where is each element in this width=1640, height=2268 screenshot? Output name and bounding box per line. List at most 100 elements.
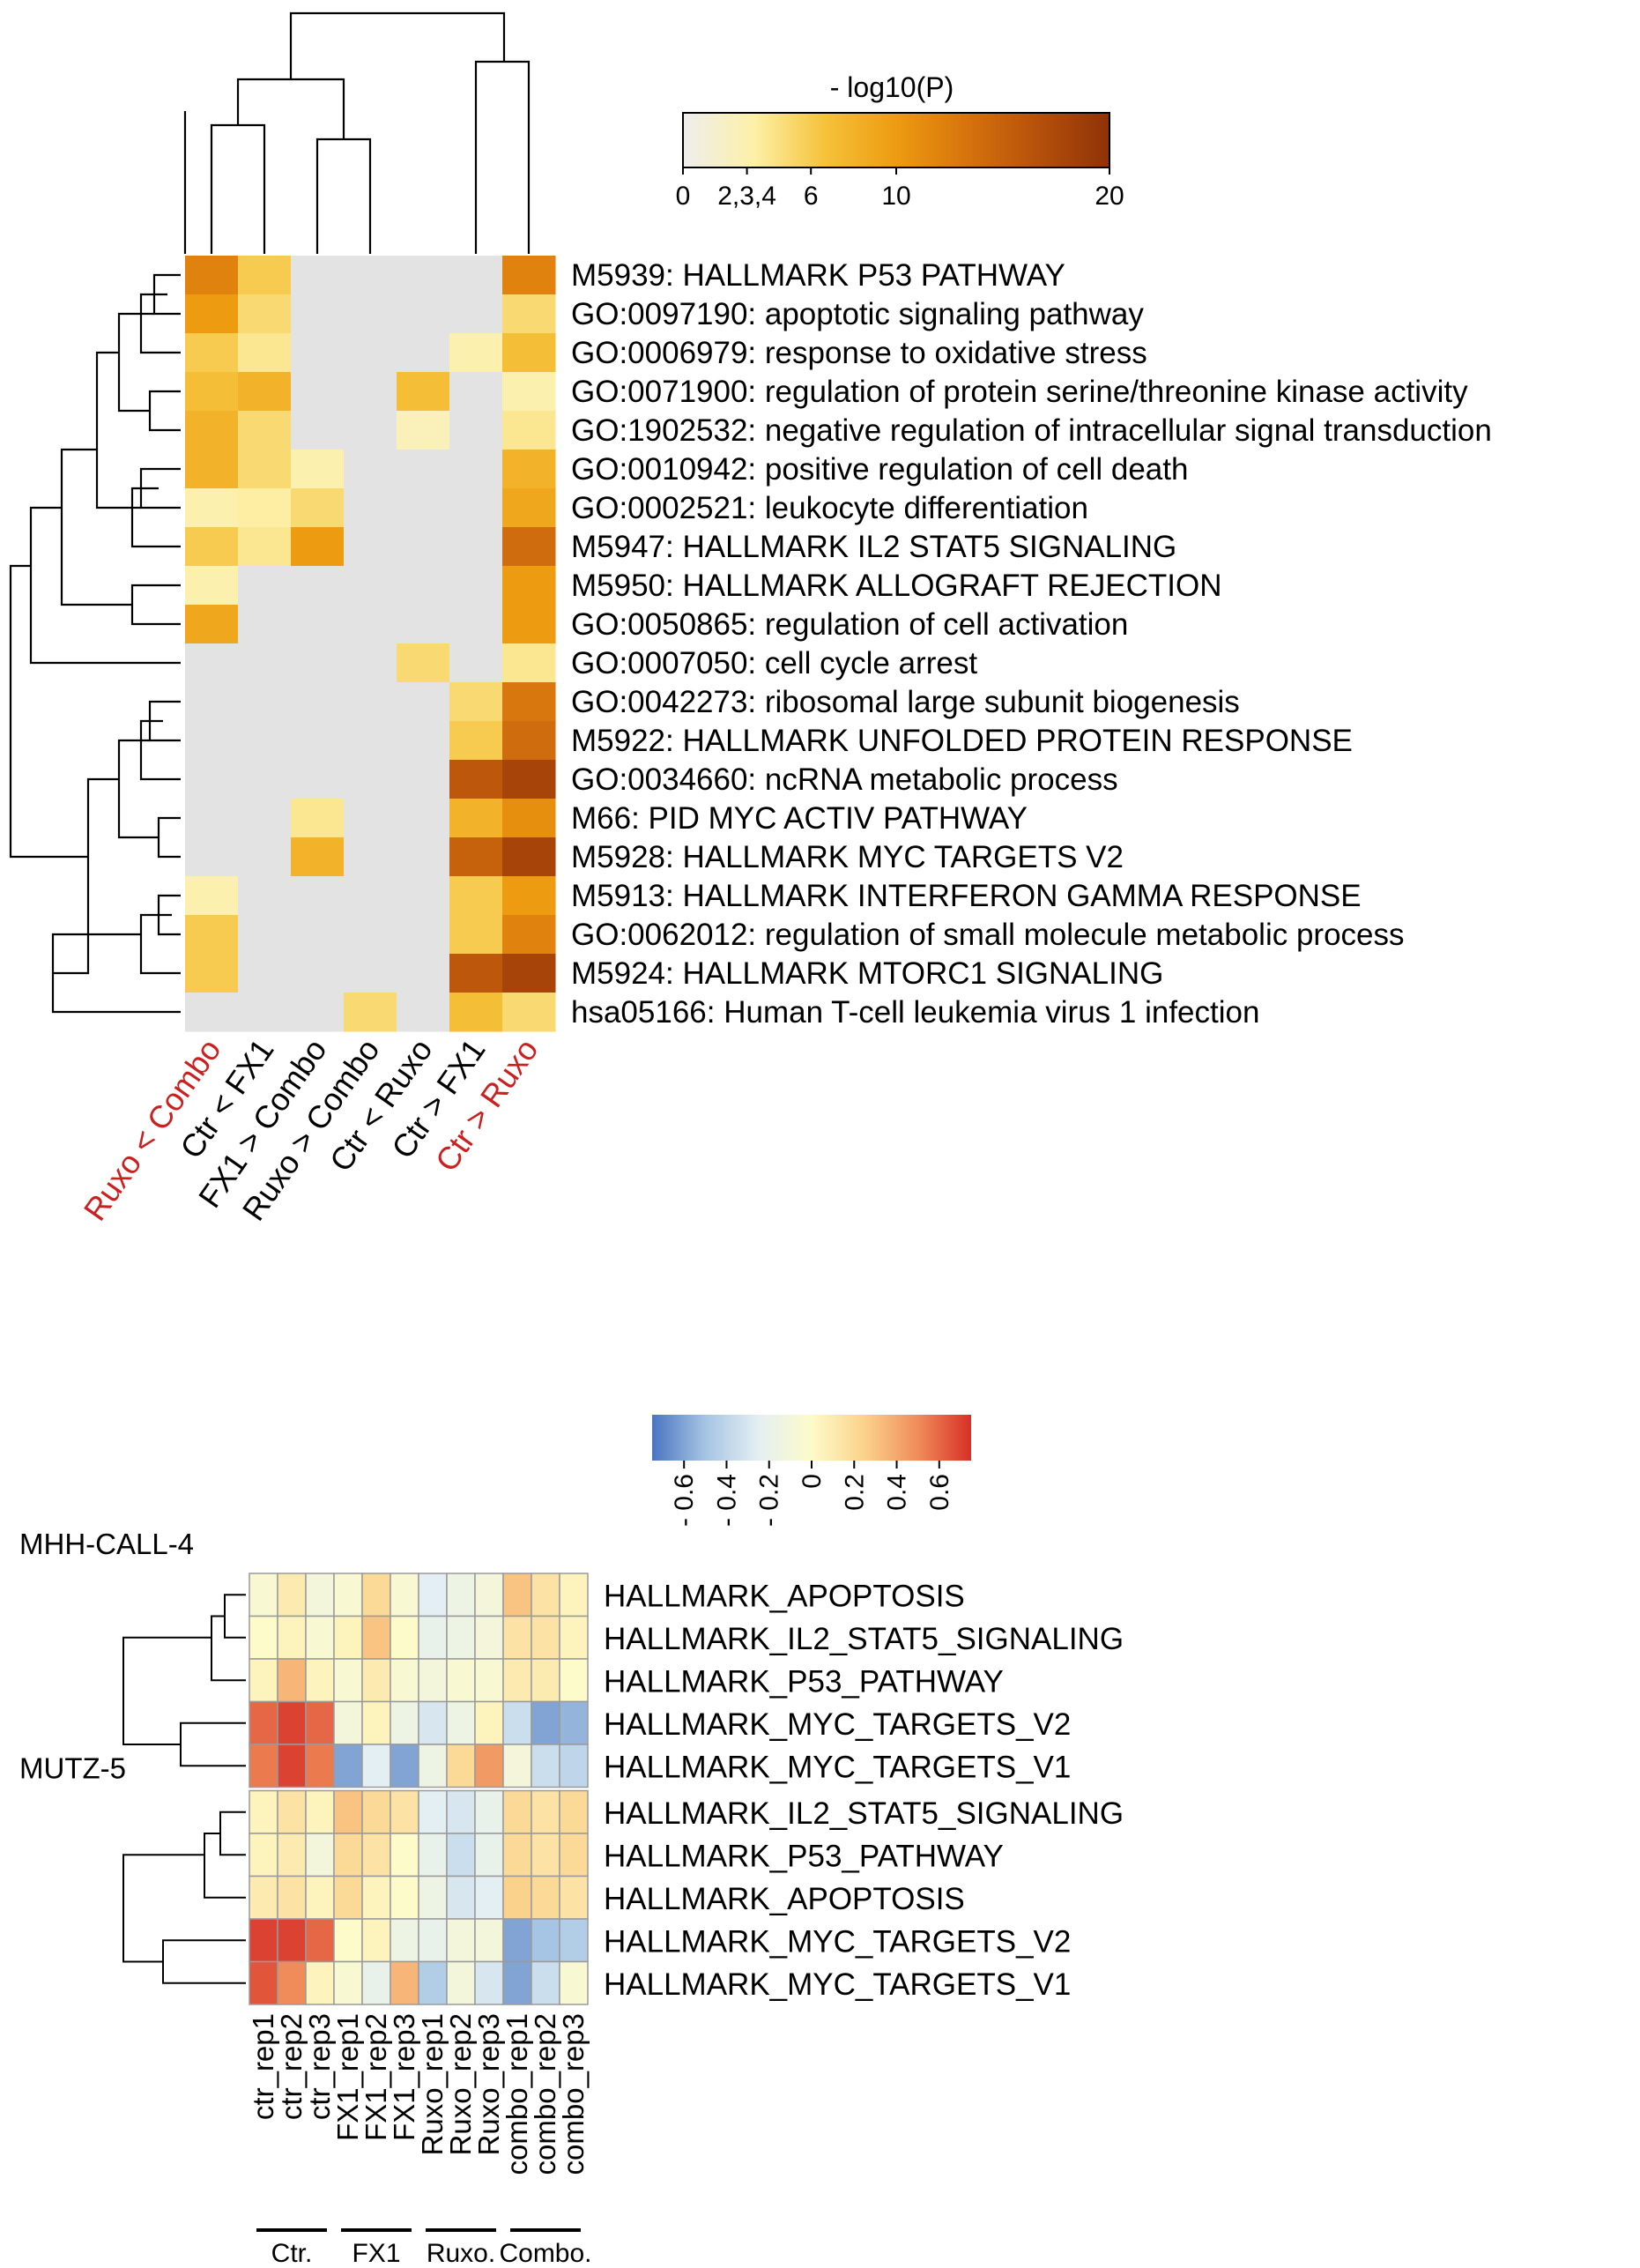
heatmap-cell [185,566,239,606]
pathway-label: M5913: HALLMARK INTERFERON GAMMA RESPONS… [571,879,1362,913]
score-cell [390,1658,419,1703]
score-cell [418,1833,448,1878]
score-cell [502,1918,532,1963]
score-cell [333,1615,363,1660]
heatmap-cell [502,643,556,683]
heatmap-cell [238,488,292,528]
pvalue-legend-bar [682,112,1110,168]
sample-label: ctr_rep2 [275,2013,308,2120]
heatmap-cell [344,837,397,877]
sample-label: ctr_rep1 [247,2013,279,2120]
heatmap-cell [397,993,450,1032]
score-cell [277,1700,307,1745]
heatmap-cell [449,372,503,412]
score-cell [531,1700,560,1745]
heatmap-cell [291,605,345,644]
heatmap-cell [502,488,556,528]
heatmap-cell [502,333,556,373]
score-cell [474,1960,504,2005]
score-cell [559,1658,589,1703]
score-cell [277,1833,307,1878]
pathway-label: GO:0097190: apoptotic signaling pathway [571,297,1144,331]
score-cell [474,1875,504,1920]
heatmap-cell [291,488,345,528]
pvalue-legend-tick-label: 10 [881,182,910,211]
pathway-label: GO:1902532: negative regulation of intra… [571,413,1492,448]
heatmap-cell [238,760,292,799]
score-cell [333,1573,363,1617]
hallmark-label: HALLMARK_MYC_TARGETS_V2 [604,1924,1071,1959]
score-cell [446,1918,476,1963]
score-cell [333,1918,363,1963]
heatmap-cell [344,566,397,606]
heatmap-cell [397,721,450,761]
heatmap-cell [397,954,450,993]
sample-label: FX1_rep1 [331,2013,364,2141]
heatmap-cell [185,527,239,567]
heatmap-cell [449,450,503,489]
group-label: Ruxo. [427,2239,495,2268]
heatmap-cell [185,488,239,528]
score-cell [559,1744,589,1788]
hallmark-label: HALLMARK_P53_PATHWAY [604,1664,1004,1699]
score-cell [502,1789,532,1834]
gsva-heatmap [249,1573,589,2005]
score-cell [305,1744,335,1788]
heatmap-cell [397,294,450,334]
row-dendrogram [9,273,181,1014]
heatmap-cell [344,333,397,373]
score-cell [418,1875,448,1920]
pvalue-color-legend: - log10(P) 0 2,3,4 6 10 20 [676,71,1124,211]
heatmap-cell [502,915,556,955]
pvalue-legend-tick-label: 6 [804,182,819,211]
heatmap-cell [344,527,397,567]
sample-label: ctr_rep3 [303,2013,336,2120]
row-dendrogram-b [122,1594,246,1984]
sample-label: Ruxo_rep3 [472,2013,505,2155]
heatmap-cell [397,643,450,683]
heatmap-cell [238,411,292,450]
enrichment-heatmap [185,256,556,1032]
heatmap-cell [344,993,397,1032]
score-cell [474,1573,504,1617]
score-cell [305,1700,335,1745]
pathway-label: GO:0042273: ribosomal large subunit biog… [571,685,1240,719]
score-legend-tick-label: 0.6 [925,1474,954,1511]
heatmap-cell [291,954,345,993]
heatmap-cell [397,760,450,799]
heatmap-cell [344,256,397,295]
score-cell [531,1615,560,1660]
heatmap-cell [291,837,345,877]
heatmap-cell [238,527,292,567]
heatmap-cell [185,605,239,644]
heatmap-cell [502,450,556,489]
pathway-label: M5928: HALLMARK MYC TARGETS V2 [571,840,1124,874]
score-cell [474,1700,504,1745]
heatmap-cell [185,915,239,955]
sample-label: Ruxo_rep2 [444,2013,477,2155]
heatmap-cell [185,294,239,334]
score-cell [531,1789,560,1834]
heatmap-cell [291,566,345,606]
heatmap-cell [449,488,503,528]
score-cell [559,1875,589,1920]
hallmark-label: HALLMARK_MYC_TARGETS_V2 [604,1707,1071,1742]
heatmap-cell [291,527,345,567]
heatmap-cell [449,333,503,373]
score-cell [418,1573,448,1617]
heatmap-cell [238,876,292,916]
pathway-label: GO:0050865: regulation of cell activatio… [571,607,1128,642]
heatmap-cell [185,372,239,412]
score-cell [474,1658,504,1703]
score-cell [474,1918,504,1963]
heatmap-cell [449,876,503,916]
heatmap-cell [291,876,345,916]
pathway-label: GO:0002521: leukocyte differentiation [571,491,1088,525]
score-cell [305,1658,335,1703]
hallmark-label: HALLMARK_MYC_TARGETS_V1 [604,1967,1071,2002]
score-legend-tick-label: - 0.4 [712,1474,741,1527]
hallmark-label: HALLMARK_MYC_TARGETS_V1 [604,1750,1071,1784]
heatmap-cell [397,372,450,412]
